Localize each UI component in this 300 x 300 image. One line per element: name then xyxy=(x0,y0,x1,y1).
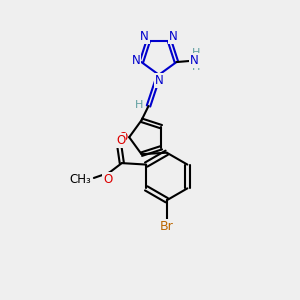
Text: N: N xyxy=(155,74,164,87)
Text: N: N xyxy=(169,30,178,43)
Text: Br: Br xyxy=(160,220,174,233)
Text: H: H xyxy=(135,100,143,110)
Text: H: H xyxy=(192,61,200,71)
Text: O: O xyxy=(118,131,127,144)
Text: N: N xyxy=(140,30,149,43)
Text: O: O xyxy=(103,172,112,186)
Text: N: N xyxy=(132,54,140,67)
Text: N: N xyxy=(190,54,199,67)
Text: CH₃: CH₃ xyxy=(70,173,92,186)
Text: O: O xyxy=(116,134,125,147)
Text: H: H xyxy=(192,48,200,58)
